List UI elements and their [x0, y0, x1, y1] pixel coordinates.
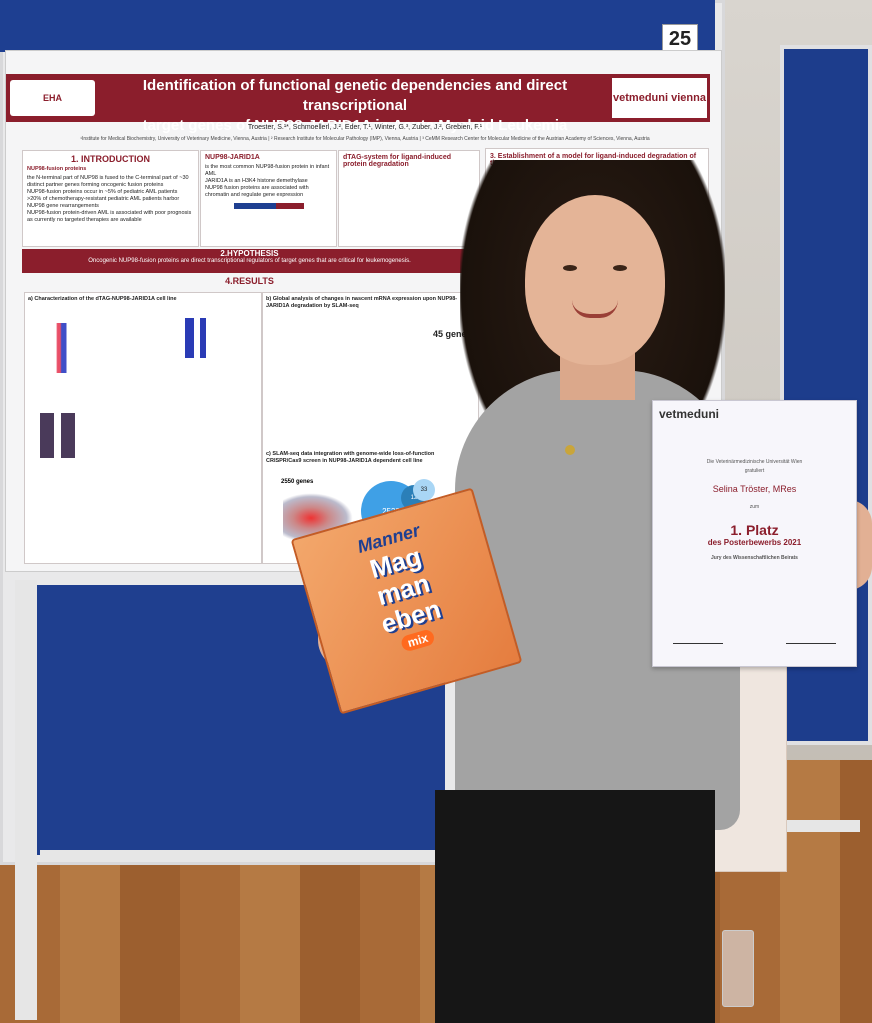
genes-2550-label: 2550 genes — [281, 479, 314, 485]
board-top-felt — [0, 0, 715, 52]
necklace-pendant — [565, 445, 575, 455]
venn-circle-right: 33 — [413, 479, 435, 501]
certificate-signatures — [673, 631, 836, 644]
bar-chart-thumbnail — [185, 318, 245, 358]
certificate-logo: vetmeduni — [659, 407, 720, 421]
results-b-heading: b) Global analysis of changes in nascent… — [266, 296, 458, 309]
dtag-heading: dTAG-system for ligand-induced protein d… — [343, 154, 451, 168]
results-panel-a: a) Characterization of the dTAG-NUP98-JA… — [24, 292, 262, 564]
signature-left — [673, 631, 723, 644]
award-certificate: vetmeduni Die Veterinärmedizinische Univ… — [652, 400, 857, 667]
certificate-jury: Jury des Wissenschaftlichen Beirats — [711, 555, 798, 561]
right-eye — [613, 265, 627, 271]
certificate-zum: zum — [749, 504, 760, 510]
intro-bullet: NUP98-fusion protein-driven AML is assoc… — [27, 210, 192, 223]
fusion-protein-diagram — [233, 203, 304, 209]
poster-title-line-1: Identification of functional genetic dep… — [142, 77, 568, 114]
intro-subheading: NUP98-fusion proteins — [27, 166, 87, 172]
cell-cycle-chart — [40, 413, 110, 458]
certificate-intro: Die Veterinärmedizinische Universität Wi… — [706, 459, 803, 465]
intro-bullet: NUP98-fusion proteins occur in ~5% of pe… — [27, 189, 178, 195]
intro-bullet: the N-terminal part of NUP98 is fused to… — [27, 175, 189, 188]
intro-panel: 1. INTRODUCTION NUP98-fusion proteins th… — [22, 150, 199, 247]
person-trousers — [435, 790, 715, 1023]
vetmeduni-logo: vetmeduni vienna — [612, 78, 707, 118]
hypothesis-text: Oncogenic NUP98-fusion proteins are dire… — [88, 258, 411, 264]
nup98-bullet: NUP98 fusion proteins are associated wit… — [205, 185, 309, 198]
left-eye — [563, 265, 577, 271]
side-board-rail — [770, 820, 860, 832]
drinking-glass — [722, 930, 754, 1007]
certificate-congrats: gratuliert — [744, 468, 765, 474]
board-bottom-rail — [40, 850, 440, 862]
nup98-heading: NUP98-JARID1A — [205, 154, 260, 161]
results-heading: 4.RESULTS — [225, 276, 274, 286]
poster-title-line-2: target genes of NUP98-JARID1A in Acute M… — [142, 117, 568, 134]
certificate-recipient-name: Selina Tröster, MRes — [712, 484, 797, 494]
hypothesis-heading: 2.HYPOTHESIS — [220, 249, 279, 258]
poster-header-bar — [6, 74, 710, 122]
poster-affiliations: ¹Institute for Medical Biochemistry, Uni… — [80, 136, 650, 142]
nup98-bullet: is the most common NUP98-fusion protein … — [205, 164, 330, 177]
poster-title: Identification of functional genetic dep… — [100, 76, 610, 134]
signature-right — [786, 631, 836, 644]
certificate-place: 1. Platz — [730, 522, 779, 538]
hypothesis-bar: 2.HYPOTHESIS Oncogenic NUP98-fusion prot… — [22, 249, 477, 273]
genes-45-label: 45 genes — [433, 329, 472, 339]
nup98-panel: NUP98-JARID1A is the most common NUP98-f… — [200, 150, 337, 247]
certificate-award: des Posterbewerbs 2021 — [707, 538, 802, 547]
results-a-heading: a) Characterization of the dTAG-NUP98-JA… — [28, 296, 177, 302]
eha-logo: EHA — [10, 80, 95, 116]
poster-authors: Troester, S.¹*, Schmoellerl, J.², Eder, … — [247, 124, 483, 131]
intro-bullet: >20% of chemotherapy-resistant pediatric… — [27, 196, 180, 209]
nup98-bullet: JARID1A is an H3K4 histone demethylase — [205, 178, 308, 184]
dtag-panel: dTAG-system for ligand-induced protein d… — [338, 150, 480, 247]
person-face — [525, 195, 665, 365]
smile — [572, 300, 618, 318]
intro-heading: 1. INTRODUCTION — [70, 154, 150, 164]
results-c-heading: c) SLAM-seq data integration with genome… — [266, 451, 435, 464]
board-leg-left — [15, 580, 37, 1020]
facs-histogram — [35, 323, 105, 373]
